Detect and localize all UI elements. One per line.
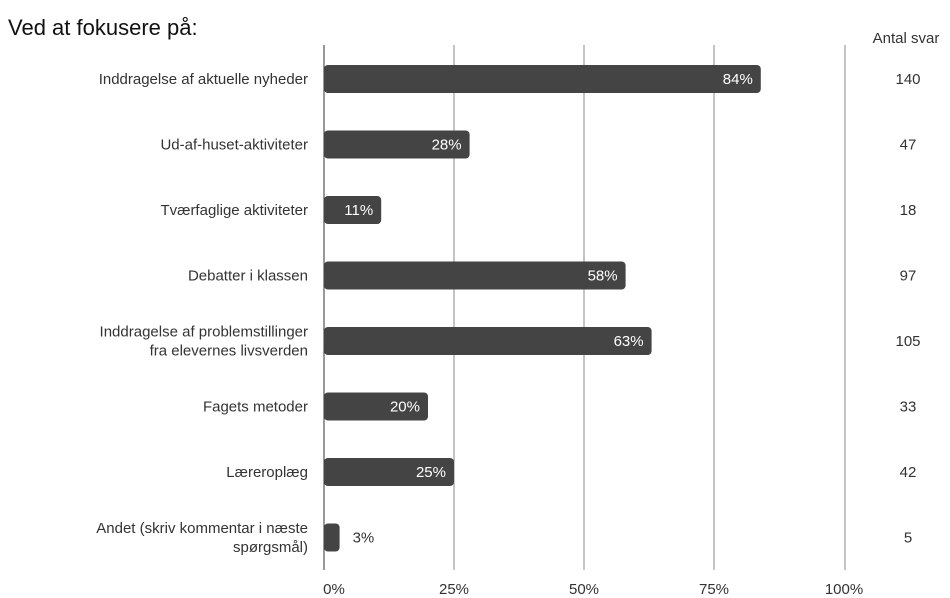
bar <box>324 130 470 159</box>
count-label: 18 <box>900 202 917 219</box>
category-label: Læreroplæg <box>226 464 308 481</box>
data-label: 20% <box>390 399 420 416</box>
bar <box>324 523 340 552</box>
data-label: 11% <box>344 202 373 219</box>
x-tick-label: 50% <box>569 581 599 598</box>
count-label: 33 <box>900 399 917 416</box>
category-label: Fagets metoder <box>203 399 308 416</box>
x-tick-label: 25% <box>439 581 469 598</box>
category-label: Debatter i klassen <box>188 268 308 285</box>
bar <box>324 458 454 486</box>
x-axis-ticks: 0% 25% 50% 75% 100% <box>323 581 863 598</box>
bars: Inddragelse af aktuelle nyheder 84% 140 Ud-… <box>96 65 921 556</box>
count-label: 5 <box>904 530 912 547</box>
bar <box>324 196 382 224</box>
data-label: 58% <box>588 268 618 285</box>
category-label: Inddragelse af aktuelle nyheder <box>99 71 308 88</box>
x-tick-label: 75% <box>699 581 729 598</box>
bar <box>324 327 652 355</box>
data-label: 84% <box>723 71 753 88</box>
count-label: 105 <box>895 333 920 350</box>
count-label: 47 <box>900 137 917 154</box>
bar <box>324 261 626 290</box>
count-label: 42 <box>900 464 917 481</box>
data-label: 28% <box>432 137 462 154</box>
category-label: Ud-af-huset-aktiviteter <box>160 137 308 154</box>
category-label: Inddragelse af problemstillinger fra elev… <box>100 324 308 360</box>
count-label: 97 <box>900 268 917 285</box>
x-tick-label: 100% <box>825 581 863 598</box>
chart-title: Ved at fokusere på: <box>8 15 198 40</box>
bar <box>324 392 428 421</box>
gridlines <box>323 45 715 570</box>
data-label: 63% <box>614 333 644 350</box>
x-tick-label: 0% <box>323 581 345 598</box>
data-label: 3% <box>353 530 375 547</box>
count-label: 140 <box>895 71 920 88</box>
category-label: Tværfaglige aktiviteter <box>160 202 308 219</box>
data-label: 25% <box>416 464 446 481</box>
category-label: Andet (skriv kommentar i næste spørgsmål) <box>96 520 308 556</box>
bar <box>324 65 761 93</box>
counts-header: Antal svar <box>873 30 940 47</box>
